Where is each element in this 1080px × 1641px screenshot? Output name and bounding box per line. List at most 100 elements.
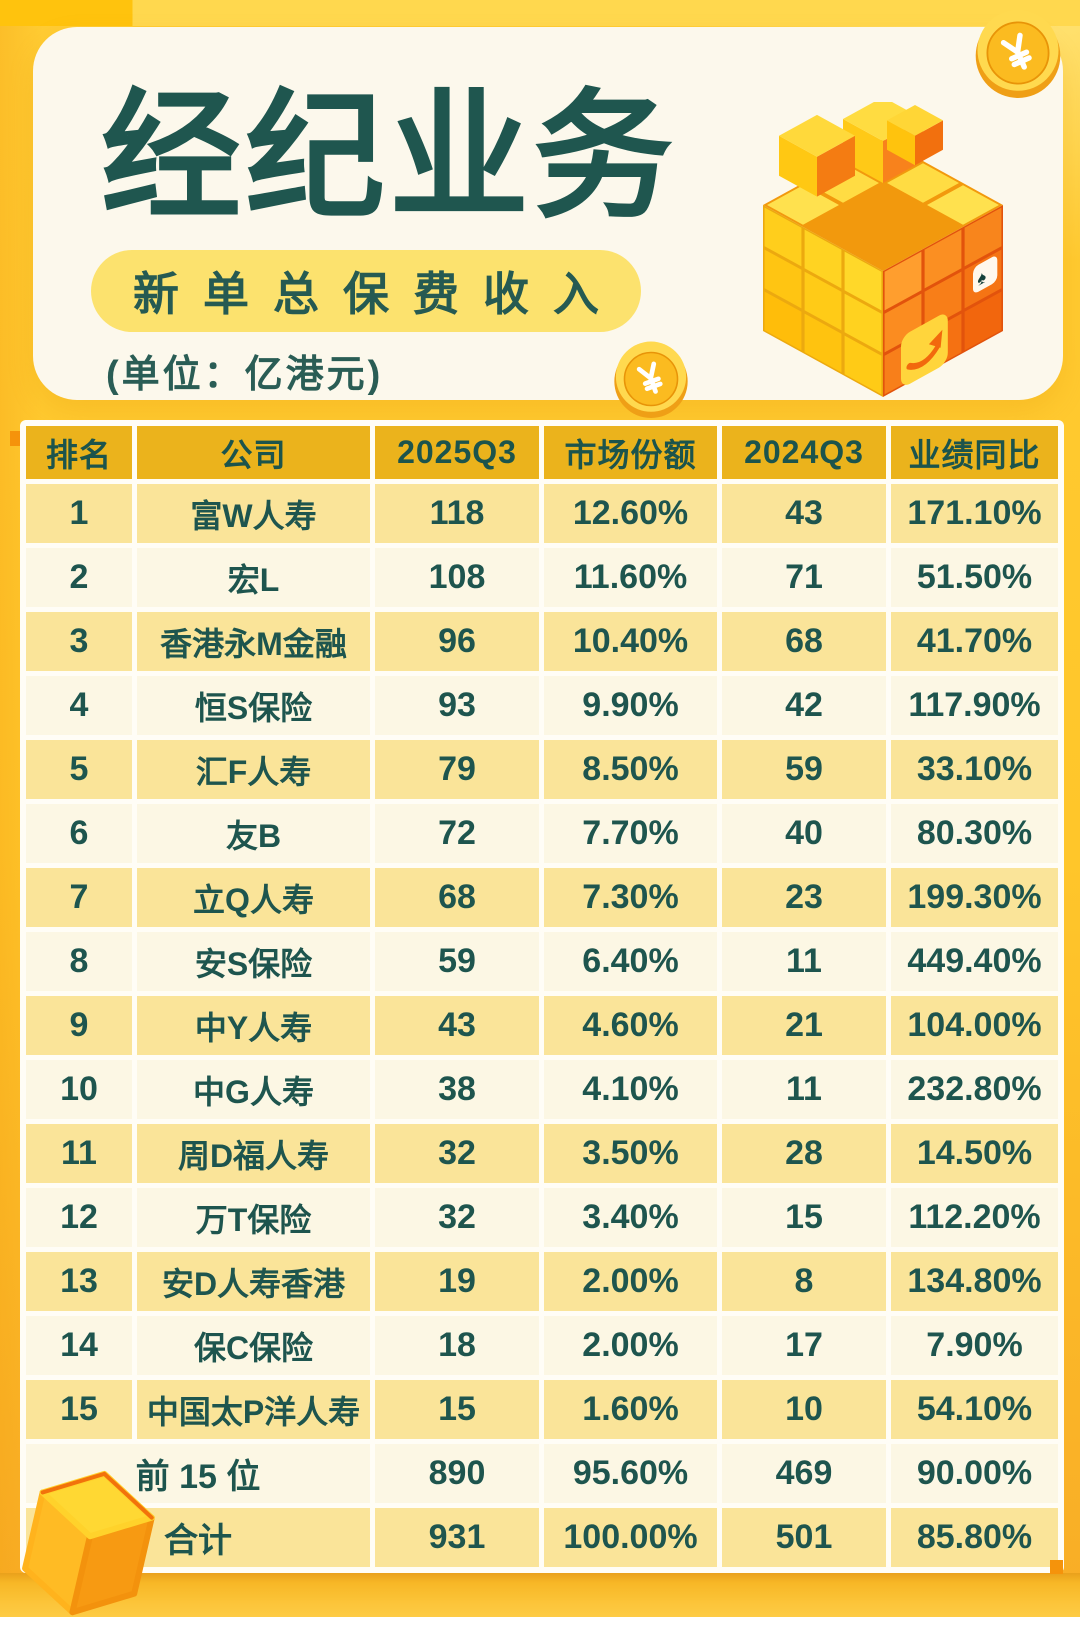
cell-yoy-change: 117.90% — [891, 676, 1058, 735]
cell-company: 富W人寿 — [137, 484, 370, 543]
unit-note: (单位：亿港元) — [106, 354, 384, 396]
cell-premium-2024q3: 68 — [722, 612, 886, 671]
cell-market-share: 11.60% — [544, 548, 717, 607]
cell-company: 中国太P洋人寿 — [137, 1380, 370, 1439]
cell-yoy-change: 54.10% — [891, 1380, 1058, 1439]
cell-premium-2024q3: 71 — [722, 548, 886, 607]
svg-text:♠: ♠ — [978, 265, 987, 291]
column-header-premium-2024q3: 2024Q3 — [722, 426, 886, 479]
cell-yoy-change: 134.80% — [891, 1252, 1058, 1311]
cell-premium-2024q3: 40 — [722, 804, 886, 863]
cell-premium-2025q3: 18 — [375, 1316, 539, 1375]
column-header-market-share: 市场份额 — [544, 426, 717, 479]
cell-premium-2025q3: 72 — [375, 804, 539, 863]
cell-premium-2025q3: 93 — [375, 676, 539, 735]
cell-rank: 2 — [26, 548, 132, 607]
cell-rank: 4 — [26, 676, 132, 735]
cell-company: 保C保险 — [137, 1316, 370, 1375]
cell-yoy-change: 51.50% — [891, 548, 1058, 607]
header-card: 经纪业务 新单总保费收入 (单位：亿港元) ♠ — [33, 27, 1063, 400]
cell-premium-2024q3: 28 — [722, 1124, 886, 1183]
cell-premium-2025q3: 59 — [375, 932, 539, 991]
cell-rank: 15 — [26, 1380, 132, 1439]
cell-yoy-change: 14.50% — [891, 1124, 1058, 1183]
cell-company: 万T保险 — [137, 1188, 370, 1247]
cell-premium-2025q3: 118 — [375, 484, 539, 543]
curved-arrow-tile — [901, 314, 948, 385]
cell-premium-2024q3: 42 — [722, 676, 886, 735]
cell-yoy-change: 112.20% — [891, 1188, 1058, 1247]
cell-premium-2025q3: 890 — [375, 1444, 539, 1503]
cell-yoy-change: 449.40% — [891, 932, 1058, 991]
cell-company: 中Y人寿 — [137, 996, 370, 1055]
cell-premium-2024q3: 43 — [722, 484, 886, 543]
cell-market-share: 100.00% — [544, 1508, 717, 1567]
cell-market-share: 95.60% — [544, 1444, 717, 1503]
cell-yoy-change: 104.00% — [891, 996, 1058, 1055]
cell-yoy-change: 85.80% — [891, 1508, 1058, 1567]
top-strip-decoration — [0, 0, 1080, 26]
cell-yoy-change: 33.10% — [891, 740, 1058, 799]
bottom-margin — [0, 1617, 1080, 1641]
cell-company: 恒S保险 — [137, 676, 370, 735]
coin-icon — [975, 9, 1061, 98]
cell-company: 安D人寿香港 — [137, 1252, 370, 1311]
cell-yoy-change: 171.10% — [891, 484, 1058, 543]
cell-rank: 5 — [26, 740, 132, 799]
cell-rank: 3 — [26, 612, 132, 671]
cell-premium-2025q3: 15 — [375, 1380, 539, 1439]
subtitle-text: 新单总保费收入 — [133, 268, 623, 320]
cell-company: 立Q人寿 — [137, 868, 370, 927]
cell-market-share: 1.60% — [544, 1380, 717, 1439]
cell-company: 周D福人寿 — [137, 1124, 370, 1183]
rubik-cube-illustration: ♠ — [763, 102, 1003, 397]
cell-premium-2025q3: 19 — [375, 1252, 539, 1311]
subtitle-pill: 新单总保费收入 — [91, 250, 641, 332]
cell-premium-2024q3: 11 — [722, 1060, 886, 1119]
cell-market-share: 7.30% — [544, 868, 717, 927]
cell-market-share: 3.40% — [544, 1188, 717, 1247]
cell-premium-2024q3: 21 — [722, 996, 886, 1055]
cell-yoy-change: 80.30% — [891, 804, 1058, 863]
cell-premium-2024q3: 10 — [722, 1380, 886, 1439]
cell-premium-2024q3: 59 — [722, 740, 886, 799]
cell-company: 汇F人寿 — [137, 740, 370, 799]
cell-premium-2024q3: 17 — [722, 1316, 886, 1375]
cell-premium-2025q3: 32 — [375, 1124, 539, 1183]
cell-premium-2025q3: 32 — [375, 1188, 539, 1247]
spade-card-tile: ♠ — [973, 256, 998, 293]
cell-market-share: 7.70% — [544, 804, 717, 863]
cell-rank: 1 — [26, 484, 132, 543]
cell-premium-2025q3: 38 — [375, 1060, 539, 1119]
cell-company: 友B — [137, 804, 370, 863]
cell-yoy-change: 232.80% — [891, 1060, 1058, 1119]
cell-rank: 13 — [26, 1252, 132, 1311]
cell-market-share: 8.50% — [544, 740, 717, 799]
cell-company: 宏L — [137, 548, 370, 607]
coin-icon — [614, 341, 688, 418]
column-header-rank: 排名 — [26, 426, 132, 479]
cell-premium-2024q3: 23 — [722, 868, 886, 927]
column-header-premium-2025q3: 2025Q3 — [375, 426, 539, 479]
cell-rank: 6 — [26, 804, 132, 863]
cell-rank: 11 — [26, 1124, 132, 1183]
cell-market-share: 4.60% — [544, 996, 717, 1055]
cell-market-share: 2.00% — [544, 1316, 717, 1375]
cell-rank: 9 — [26, 996, 132, 1055]
corner-notch-icon — [1050, 1560, 1063, 1574]
data-table: 排名 公司 2025Q3 市场份额 2024Q3 业绩同比 1 富W人寿 118 12.60% 43… — [26, 426, 1058, 1567]
cell-market-share: 2.00% — [544, 1252, 717, 1311]
cell-premium-2025q3: 108 — [375, 548, 539, 607]
bottom-band-decoration — [0, 1573, 1080, 1617]
cell-market-share: 4.10% — [544, 1060, 717, 1119]
cell-yoy-change: 199.30% — [891, 868, 1058, 927]
page-title: 经纪业务 — [101, 78, 678, 235]
cell-yoy-change: 90.00% — [891, 1444, 1058, 1503]
cell-market-share: 10.40% — [544, 612, 717, 671]
cell-market-share: 9.90% — [544, 676, 717, 735]
cell-rank: 7 — [26, 868, 132, 927]
cell-market-share: 6.40% — [544, 932, 717, 991]
cell-market-share: 12.60% — [544, 484, 717, 543]
cell-premium-2024q3: 501 — [722, 1508, 886, 1567]
